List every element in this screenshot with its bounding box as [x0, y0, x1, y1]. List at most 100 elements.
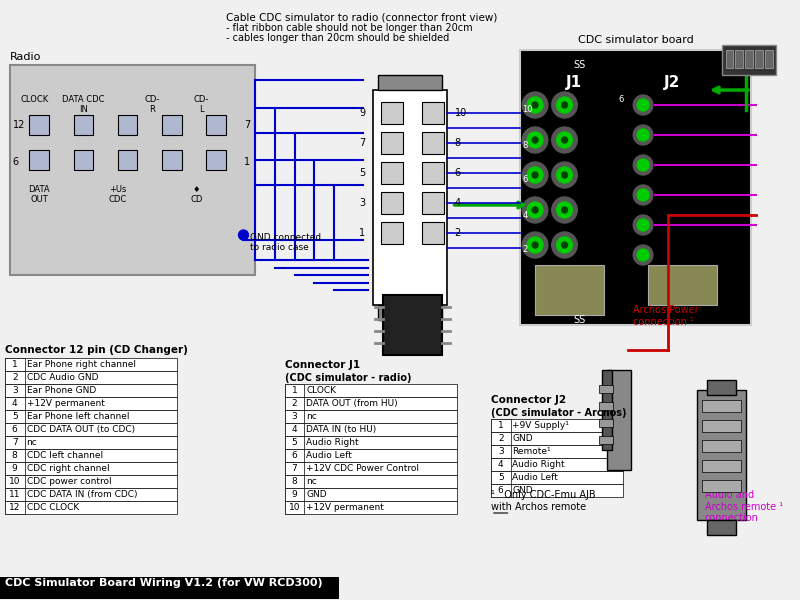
Bar	[373, 90, 446, 305]
Text: J2: J2	[664, 75, 681, 90]
Bar	[702, 440, 742, 452]
Bar	[285, 475, 457, 488]
Text: 5: 5	[12, 412, 18, 421]
Text: 4: 4	[292, 425, 298, 434]
Bar	[5, 475, 25, 488]
Bar	[74, 150, 94, 170]
Text: 9: 9	[292, 490, 298, 499]
Text: 6: 6	[13, 157, 19, 167]
Bar	[5, 358, 177, 371]
Bar	[206, 150, 226, 170]
Text: 2: 2	[12, 373, 18, 382]
Text: Ear Phone right channel: Ear Phone right channel	[26, 360, 135, 369]
Text: 10: 10	[9, 477, 21, 486]
Circle shape	[637, 129, 649, 141]
Bar	[5, 501, 25, 514]
Text: 5: 5	[498, 473, 503, 482]
Bar	[707, 380, 736, 395]
Circle shape	[527, 237, 543, 253]
Bar	[707, 520, 736, 535]
Bar	[491, 445, 623, 458]
Bar	[422, 222, 444, 244]
Bar	[5, 397, 25, 410]
Text: 8: 8	[454, 138, 461, 148]
Text: CDC Audio GND: CDC Audio GND	[26, 373, 98, 382]
Bar	[599, 402, 613, 410]
Bar	[285, 384, 457, 397]
Text: +Us
CDC: +Us CDC	[109, 185, 127, 205]
Text: CDC simulator board: CDC simulator board	[578, 35, 694, 45]
Text: 6: 6	[292, 451, 298, 460]
Bar	[726, 50, 734, 68]
Text: CDC right channel: CDC right channel	[26, 464, 109, 473]
Bar	[285, 436, 457, 449]
Text: 6: 6	[12, 425, 18, 434]
Text: nc: nc	[306, 477, 317, 486]
Text: 3: 3	[498, 447, 503, 456]
Bar	[5, 410, 177, 423]
Bar	[491, 432, 623, 445]
Text: 11: 11	[9, 490, 21, 499]
Text: CDC CLOCK: CDC CLOCK	[26, 503, 78, 512]
Circle shape	[552, 232, 578, 258]
Bar	[491, 432, 510, 445]
Text: 4: 4	[522, 211, 527, 220]
Bar	[5, 488, 177, 501]
Text: 4: 4	[454, 198, 461, 208]
Bar	[285, 423, 304, 436]
Text: ¹   Only CDC-Emu AJB: ¹ Only CDC-Emu AJB	[491, 490, 595, 500]
Bar	[30, 150, 49, 170]
Circle shape	[532, 137, 538, 143]
Text: +12V permanent: +12V permanent	[26, 399, 104, 408]
Circle shape	[562, 102, 567, 108]
Bar	[491, 445, 510, 458]
Bar	[491, 471, 510, 484]
Circle shape	[637, 249, 649, 261]
Text: 8: 8	[292, 477, 298, 486]
Circle shape	[634, 95, 653, 115]
Text: 3: 3	[12, 386, 18, 395]
Circle shape	[637, 99, 649, 111]
Circle shape	[522, 92, 548, 118]
Bar	[5, 436, 177, 449]
Circle shape	[532, 207, 538, 213]
Bar	[381, 132, 402, 154]
Bar	[381, 222, 402, 244]
Text: 6: 6	[618, 95, 623, 104]
Circle shape	[557, 132, 572, 148]
Bar	[285, 384, 304, 397]
Bar	[74, 115, 94, 135]
Text: CD-
R: CD- R	[145, 95, 160, 115]
Bar	[535, 265, 604, 315]
Circle shape	[532, 102, 538, 108]
Bar	[285, 410, 304, 423]
Circle shape	[527, 132, 543, 148]
Circle shape	[634, 125, 653, 145]
Text: 9: 9	[12, 464, 18, 473]
Circle shape	[552, 197, 578, 223]
Text: GND connected
to radio case: GND connected to radio case	[250, 233, 322, 253]
Bar	[381, 102, 402, 124]
Text: 2: 2	[522, 245, 527, 254]
Text: ♦
CD: ♦ CD	[190, 185, 202, 205]
Circle shape	[532, 172, 538, 178]
Text: 7: 7	[12, 438, 18, 447]
Circle shape	[634, 185, 653, 205]
Text: Audio Right: Audio Right	[306, 438, 359, 447]
Text: DATA OUT (from HU): DATA OUT (from HU)	[306, 399, 398, 408]
Text: 12: 12	[13, 120, 25, 130]
Text: DATA
OUT: DATA OUT	[29, 185, 50, 205]
Bar	[285, 449, 457, 462]
Bar	[5, 423, 25, 436]
Bar	[602, 370, 612, 450]
Text: DATA CDC
IN: DATA CDC IN	[62, 95, 105, 115]
Bar	[491, 458, 623, 471]
Bar	[5, 358, 25, 371]
Bar	[285, 462, 457, 475]
Text: 3: 3	[359, 198, 366, 208]
Circle shape	[532, 242, 538, 248]
Text: SS: SS	[573, 315, 586, 325]
Bar	[5, 462, 25, 475]
Bar	[5, 475, 177, 488]
Bar	[5, 488, 25, 501]
